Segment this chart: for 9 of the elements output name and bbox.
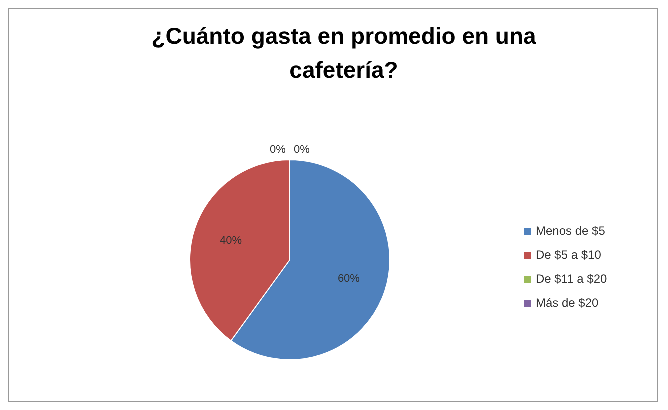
data-label: 60% — [338, 273, 360, 286]
legend-label: De $5 a $10 — [536, 248, 602, 262]
text: 0% — [294, 144, 310, 156]
legend-label: Más de $20 — [536, 296, 599, 310]
legend-label: Menos de $5 — [536, 224, 606, 238]
chart-title: ¿Cuánto gasta en promedio en una cafetería? — [150, 22, 538, 85]
data-label: 40% — [220, 234, 242, 247]
text: 0% — [270, 144, 286, 156]
legend-label: De $11 a $20 — [536, 272, 608, 286]
